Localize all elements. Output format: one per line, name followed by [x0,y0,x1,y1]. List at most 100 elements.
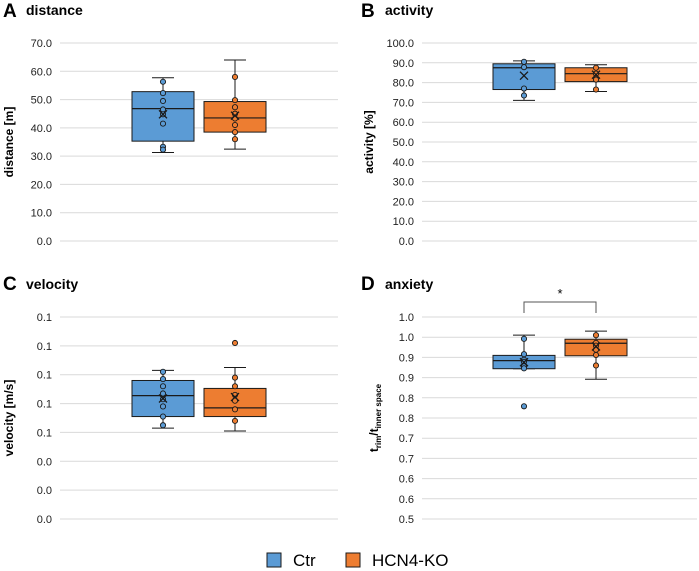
y-tick-label: 60.0 [393,117,414,129]
data-point [231,383,239,390]
y-tick-label: 0.7 [399,453,414,465]
y-tick-label: 20.0 [393,196,414,208]
y-tick-label: 80.0 [393,78,414,90]
data-point [231,136,239,143]
data-point [159,368,167,375]
y-tick-label: 0.6 [399,474,414,486]
y-tick-label: 10.0 [31,208,52,220]
mean-marker [519,71,529,81]
y-axis-label: trim/tinner space [367,383,383,452]
y-tick-label: 0.7 [399,433,414,445]
data-point [592,362,600,369]
box-hcn4-ko [203,339,267,432]
data-point [231,339,239,347]
y-tick-label: 100.0 [386,38,414,50]
data-point [159,78,167,85]
y-tick-label: 40.0 [31,123,52,135]
y-tick-label: 0.1 [37,399,52,411]
data-point [231,406,239,413]
mean-marker [591,342,601,351]
data-point [159,97,167,105]
data-point [231,129,239,136]
y-tick-label: 0.5 [399,514,414,526]
data-point [520,365,528,372]
y-axis-label: distance [m] [2,107,16,178]
legend-label: Ctr [293,551,316,570]
data-point [159,390,167,397]
y-tick-label: 70.0 [31,38,52,50]
legend: Ctr HCN4-KO [266,551,449,570]
box-hcn4-ko [203,59,267,150]
box-ctr [492,58,556,101]
y-tick-label: 0.9 [399,373,414,385]
y-tick-label: 0.0 [399,236,414,248]
data-point [159,146,167,153]
y-tick-label: 0.0 [37,236,52,248]
data-point [231,121,239,129]
y-tick-label: 0.1 [37,312,52,324]
data-point [159,383,167,390]
data-point [159,422,167,429]
mean-marker [519,357,529,367]
mean-marker [158,394,168,403]
y-tick-label: 0.9 [399,352,414,364]
box-hcn4-ko [564,330,628,380]
y-tick-label: 0.6 [399,494,414,506]
y-tick-label: 0.0 [37,485,52,497]
data-point [592,86,600,93]
y-tick-label: 70.0 [393,97,414,109]
panel-title: distance [26,2,83,18]
data-point [592,70,600,77]
significance-bracket [523,301,597,313]
panel-title: velocity [26,276,78,292]
box-hcn4-ko [564,64,628,93]
data-point [159,403,167,410]
y-tick-label: 0.1 [37,341,52,353]
y-tick-label: 0.1 [37,370,52,382]
y-tick-label: 0.0 [37,514,52,526]
data-point [159,413,167,420]
data-point [231,374,239,381]
data-point [231,417,239,424]
data-point [520,351,528,358]
y-tick-label: 10.0 [393,216,414,228]
panel-title: activity [385,2,433,18]
legend-swatch-hcn4-ko [345,552,361,568]
box-ctr [131,368,195,429]
y-axis-label-part: /t [367,428,381,435]
legend-label: HCN4-KO [372,551,449,570]
y-tick-label: 50.0 [393,137,414,149]
y-tick-label: 30.0 [31,151,52,163]
data-point [520,92,528,99]
data-point [592,64,600,71]
data-point [231,73,239,80]
y-tick-label: 0.0 [37,456,52,468]
y-tick-label: 1.0 [399,312,414,324]
data-point [520,64,528,71]
data-point [231,397,239,404]
box-ctr [492,334,556,410]
data-point [520,85,528,92]
panel-letter: D [361,274,375,295]
mean-marker [158,109,168,119]
y-axis-label: velocity [m/s] [2,380,16,457]
panel-letter: A [3,1,17,22]
data-point [520,58,528,65]
data-point [520,403,528,410]
y-axis-label-part: rim [374,436,383,448]
legend-swatch-ctr [266,552,282,568]
mean-marker [230,392,240,402]
y-axis-label-part: inner space [374,383,383,428]
y-tick-label: 90.0 [393,58,414,70]
y-tick-label: 40.0 [393,157,414,169]
y-axis-label-part: t [367,448,381,452]
y-tick-label: 20.0 [31,179,52,191]
y-tick-label: 0.8 [399,413,414,425]
data-point [592,332,600,339]
data-point [159,120,167,127]
y-tick-label: 0.8 [399,393,414,405]
